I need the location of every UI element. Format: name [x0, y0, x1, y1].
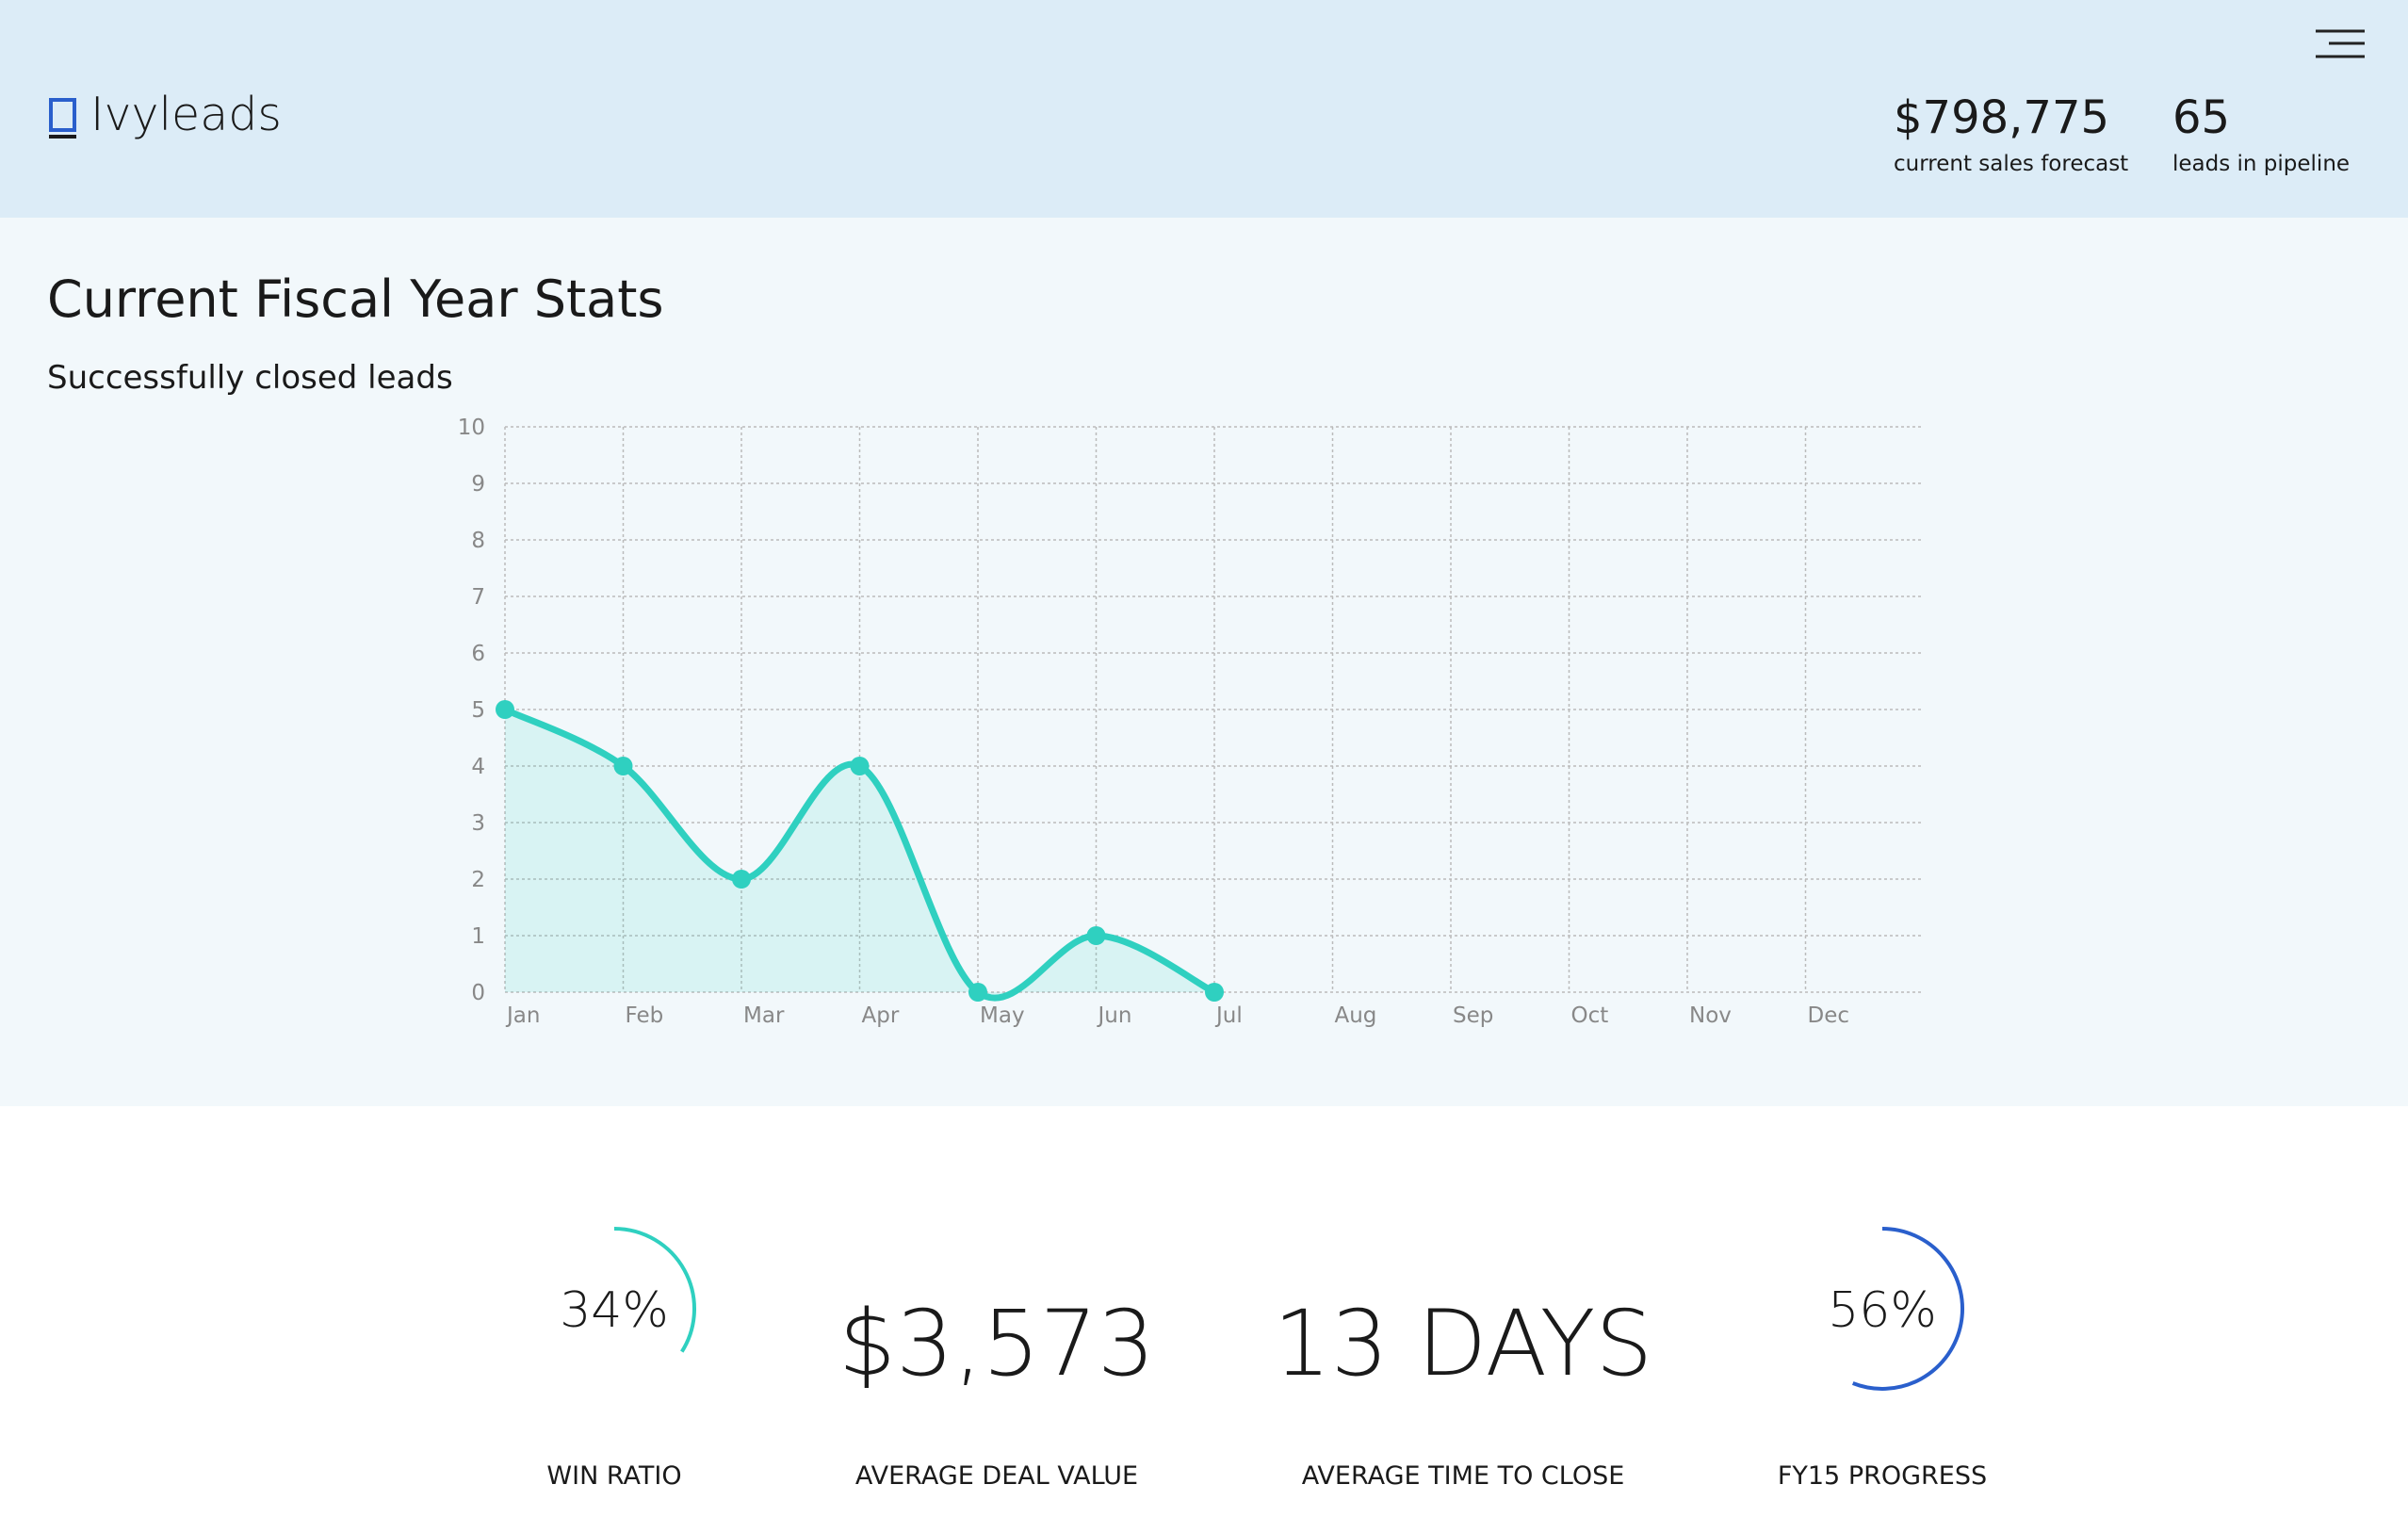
stat-percent: 34%: [560, 1282, 669, 1339]
y-tick-label: 6: [471, 642, 485, 666]
y-tick-label: 0: [471, 981, 485, 1005]
area: [505, 710, 1214, 999]
point: [968, 983, 987, 1002]
y-tick-label: 9: [471, 472, 485, 497]
chart-section-bg: [0, 218, 2408, 1106]
y-tick-label: 10: [458, 416, 485, 440]
x-tick-label: Oct: [1571, 1003, 1609, 1028]
x-tick-label: Jun: [1097, 1003, 1132, 1028]
x-tick-label: Dec: [1808, 1003, 1850, 1028]
point: [732, 870, 751, 889]
x-tick-label: May: [980, 1003, 1025, 1028]
stat-value: 13 DAYS: [1274, 1291, 1653, 1396]
chart-title: Successfully closed leads: [47, 359, 453, 397]
section-title: Current Fiscal Year Stats: [47, 269, 664, 329]
metric-value: 65: [2172, 91, 2230, 144]
point: [613, 757, 633, 775]
y-tick-label: 4: [471, 755, 485, 779]
x-tick-label: Nov: [1689, 1003, 1732, 1028]
progress-arc: [1851, 1227, 1964, 1391]
stat-percent: 56%: [1828, 1282, 1937, 1339]
x-tick-label: Sep: [1453, 1003, 1493, 1028]
y-tick-label: 5: [471, 698, 485, 723]
point: [496, 700, 514, 719]
y-tick-label: 1: [471, 924, 485, 949]
metric-label: leads in pipeline: [2172, 152, 2350, 176]
x-tick-label: Jul: [1214, 1003, 1243, 1028]
metric-value: $798,775: [1894, 91, 2109, 144]
stat-label: AVERAGE TIME TO CLOSE: [1302, 1461, 1625, 1491]
x-tick-label: Jan: [505, 1003, 540, 1028]
stat-label: AVERAGE DEAL VALUE: [855, 1461, 1138, 1491]
stat-label: FY15 PROGRESS: [1778, 1461, 1987, 1491]
stat-value: $3,573: [838, 1291, 1155, 1396]
y-tick-label: 2: [471, 868, 485, 892]
point: [850, 757, 870, 775]
x-tick-label: Mar: [743, 1003, 785, 1028]
brand: Ivyleads: [90, 88, 282, 141]
stat-label: WIN RATIO: [546, 1461, 681, 1491]
x-tick-label: Apr: [862, 1003, 900, 1028]
x-tick-label: Aug: [1335, 1003, 1377, 1028]
point: [1086, 926, 1106, 945]
progress-arc: [613, 1227, 696, 1353]
header-bg: [0, 0, 2408, 218]
y-tick-label: 3: [471, 811, 485, 836]
y-tick-label: 8: [471, 529, 485, 553]
x-tick-label: Feb: [626, 1003, 664, 1028]
logo-icon: [49, 98, 76, 139]
y-tick-label: 7: [471, 585, 485, 610]
metric-label: current sales forecast: [1894, 152, 2128, 176]
menu-button[interactable]: [2308, 23, 2372, 64]
point: [1205, 983, 1224, 1002]
